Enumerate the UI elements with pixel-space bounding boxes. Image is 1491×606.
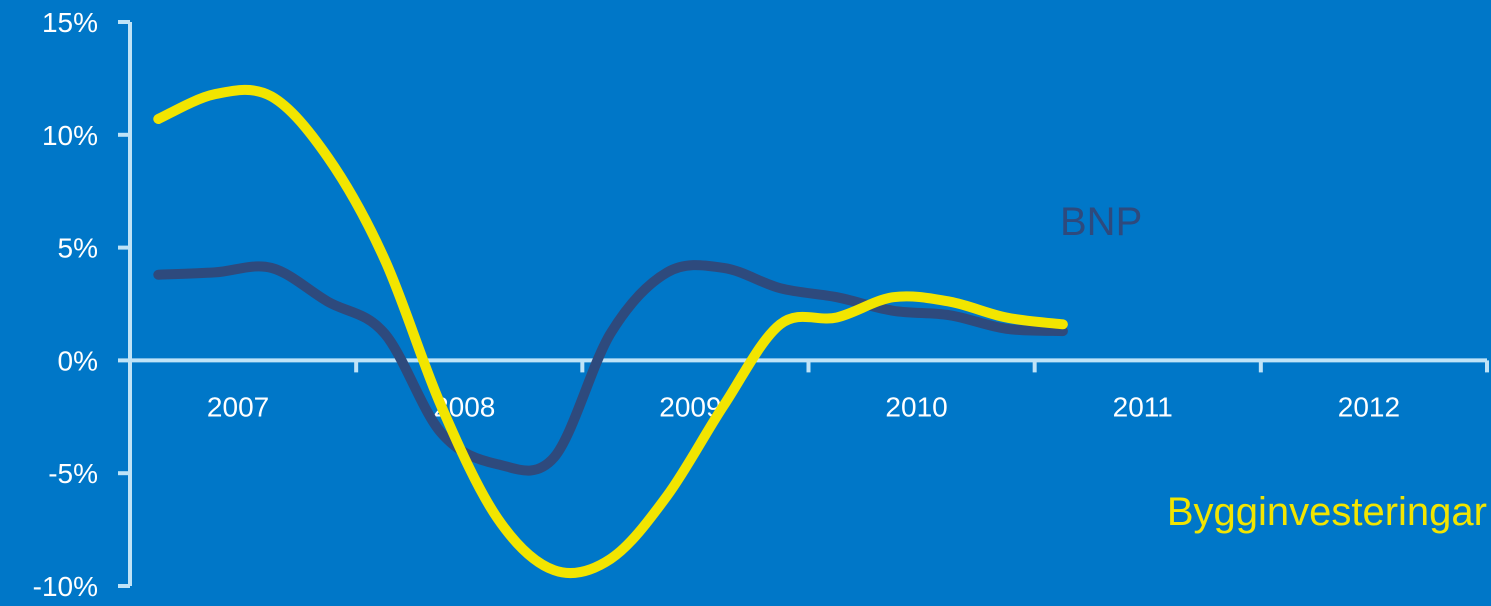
y-tick-label: 5% [58, 233, 98, 264]
series-label-bygginvesteringar: Bygginvesteringar [1167, 490, 1487, 534]
series-line-bnp [153, 260, 1068, 476]
x-tick-label: 2010 [885, 391, 947, 422]
y-tick-label: 15% [42, 7, 98, 38]
x-tick-label: 2011 [1113, 391, 1173, 422]
series-line-bygginvesteringar [153, 84, 1068, 579]
y-tick-label: 10% [42, 120, 98, 151]
series-label-bnp: BNP [1060, 200, 1142, 244]
y-tick-label: -5% [48, 458, 98, 489]
y-tick-label: -10% [33, 571, 98, 602]
x-tick-label: 2012 [1338, 391, 1400, 422]
y-tick-label: 0% [58, 345, 98, 376]
x-tick-label: 2007 [207, 391, 269, 422]
